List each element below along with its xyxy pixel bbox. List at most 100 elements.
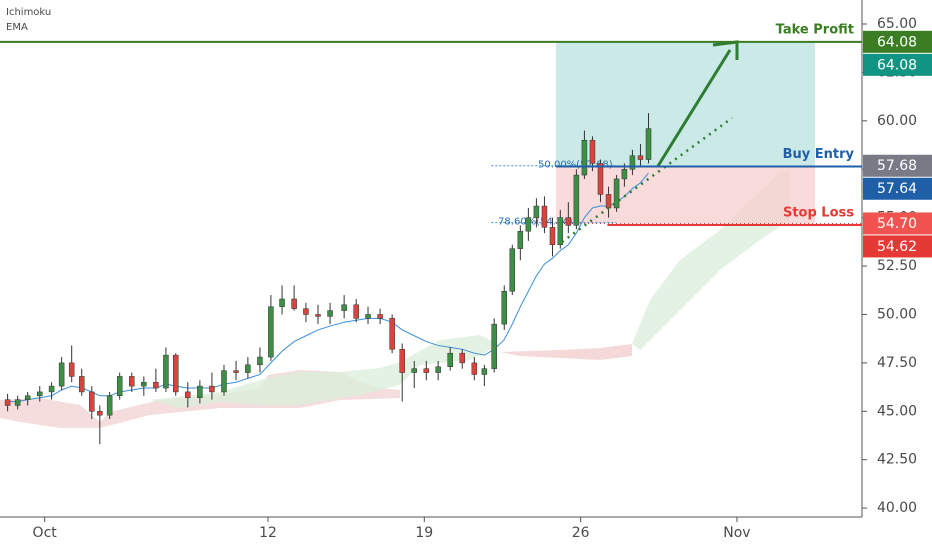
candle-body: [315, 314, 321, 317]
candle-body: [491, 323, 497, 369]
candle-body: [645, 128, 652, 160]
candle-body: [549, 227, 556, 246]
price-tag: [863, 30, 932, 53]
candle-body: [24, 395, 31, 400]
candle-body: [4, 399, 11, 406]
x-tick-label: 12: [259, 525, 277, 541]
candle-body: [509, 248, 516, 292]
candle-body: [14, 399, 21, 406]
candle-body: [209, 385, 215, 393]
y-tick-label: 65.00: [877, 16, 917, 32]
price-tag: [863, 177, 932, 200]
y-tick-label: 47.50: [877, 355, 917, 371]
candle-body: [459, 352, 466, 364]
candle-body: [613, 178, 620, 209]
candle-body: [197, 385, 203, 398]
candle-body: [423, 368, 430, 373]
candle-body: [221, 370, 227, 393]
level-label: Stop Loss: [783, 206, 854, 221]
candle-body: [533, 205, 540, 218]
candle-body: [327, 310, 333, 317]
candle-body: [257, 356, 263, 366]
price-tag-label: 64.08: [877, 57, 917, 73]
trend-line: [561, 116, 733, 244]
candle-body: [629, 155, 636, 170]
candle-body: [97, 411, 103, 416]
candle-body: [365, 314, 371, 319]
candle-body: [481, 368, 488, 375]
price-tag-label: 64.08: [877, 34, 917, 50]
candle-body: [399, 349, 405, 373]
candle-body: [637, 155, 644, 160]
candle-body: [78, 376, 85, 393]
candle-body: [435, 366, 441, 373]
candle-body: [517, 230, 524, 249]
price-tag: [863, 53, 932, 76]
level-label: Buy Entry: [783, 147, 855, 162]
fib-label: 50.00%(57.68): [538, 160, 613, 171]
x-tick-label: Oct: [33, 525, 58, 541]
candle-body: [573, 174, 580, 226]
candle-body: [581, 139, 588, 176]
candle-body: [89, 391, 95, 412]
candle-body: [172, 354, 179, 393]
price-tag-label: 54.70: [877, 216, 917, 232]
x-tick-label: 19: [415, 525, 433, 541]
price-tag-label: 54.62: [877, 239, 917, 255]
candle-body: [58, 362, 65, 387]
candle-body: [245, 364, 251, 373]
price-tag-label: 57.68: [877, 158, 917, 174]
loss-zone: [556, 165, 816, 224]
candle-body: [621, 168, 628, 180]
candle-body: [106, 395, 113, 416]
candle-body: [233, 370, 239, 373]
candle-body: [541, 205, 548, 228]
price-tag: [863, 235, 932, 258]
candle-body: [557, 217, 564, 246]
y-tick-label: 60.00: [877, 113, 917, 129]
candle-body: [303, 308, 309, 315]
fib-label: 78.60%(54.74): [498, 217, 573, 228]
candle-body: [471, 362, 478, 375]
x-tick-label: 26: [572, 525, 590, 541]
candle-body: [353, 304, 359, 319]
price-tag-label: 57.64: [877, 181, 917, 197]
profit-zone: [556, 41, 816, 166]
marks: 50.00%(57.68) 78.60%(54.74): [4, 41, 862, 445]
x-tick-label: Nov: [723, 525, 750, 541]
indicator-label: Ichimoku: [6, 7, 51, 18]
candle-body: [163, 354, 169, 389]
candle-body: [48, 385, 55, 393]
price-tag: [863, 212, 932, 235]
candle-body: [153, 381, 159, 389]
candle-body: [291, 298, 297, 309]
y-tick-label: 45.00: [877, 403, 917, 419]
candle-body: [68, 362, 75, 377]
candle-body: [605, 194, 612, 209]
candle-body: [268, 306, 274, 358]
candle-body: [411, 368, 418, 373]
level-label: Take Profit: [776, 22, 854, 37]
candle-body: [447, 352, 453, 367]
candle-body: [279, 298, 285, 307]
candle-body: [565, 217, 572, 226]
candle-body: [501, 290, 507, 325]
candle-body: [589, 139, 596, 164]
candle-body: [525, 217, 532, 232]
y-tick-label: 50.00: [877, 306, 917, 322]
price-tag: [863, 154, 932, 177]
candle-body: [129, 376, 135, 387]
candle-body: [141, 381, 147, 387]
candle-body: [341, 304, 347, 311]
cloud-red-2: [500, 344, 632, 360]
candle-body: [116, 376, 123, 397]
projection-arrow: [656, 49, 732, 167]
candle-body: [389, 318, 395, 350]
cloud-green: [150, 335, 500, 408]
candle-body: [597, 163, 604, 195]
indicator-label: EMA: [6, 22, 28, 33]
y-tick-label: 52.50: [877, 258, 917, 274]
candle-body: [377, 314, 383, 319]
